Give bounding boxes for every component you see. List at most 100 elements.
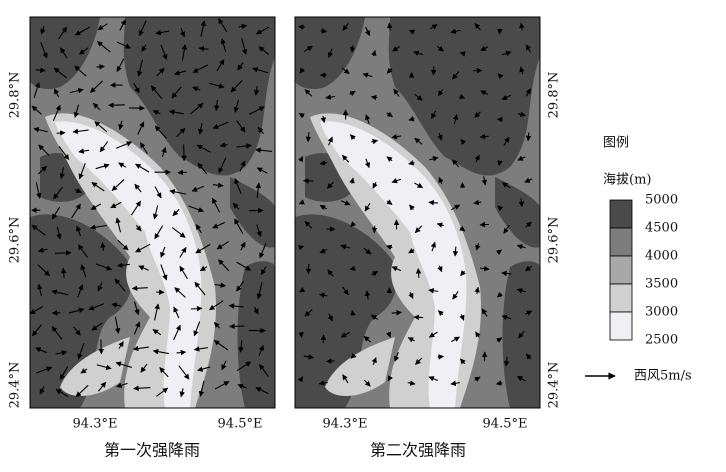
- wind-arrow: [115, 141, 133, 149]
- wind-arrow: [386, 67, 393, 74]
- wind-arrow: [480, 90, 489, 96]
- wind-arrow: [220, 38, 227, 52]
- wind-arrow: [29, 306, 43, 315]
- wind-arrow: [234, 218, 244, 234]
- wind-arrow: [72, 128, 89, 135]
- wind-arrow: [497, 205, 504, 212]
- legend-swatch: [609, 227, 633, 257]
- legend-level: 4000: [645, 249, 678, 264]
- wind-arrow: [75, 384, 89, 398]
- wind-arrow: [133, 321, 141, 335]
- wind-arrow: [450, 380, 460, 386]
- wind-arrow: [525, 310, 533, 316]
- lon-label: 94.5°E: [218, 417, 263, 432]
- wind-arrow: [256, 282, 263, 300]
- wind-arrow: [501, 182, 511, 189]
- wind-arrow: [78, 163, 86, 180]
- wind-arrow: [503, 136, 510, 146]
- wind-arrow: [327, 48, 334, 59]
- wind-arrow: [195, 224, 202, 234]
- wind-arrow: [58, 26, 68, 40]
- wind-arrow: [525, 44, 532, 53]
- wind-arrow: [168, 109, 185, 115]
- wind-arrow: [138, 265, 149, 271]
- wind-arrow: [481, 308, 488, 317]
- wind-arrow: [475, 243, 481, 251]
- legend-swatch: [609, 311, 633, 341]
- wind-arrow: [35, 347, 47, 354]
- wind-arrow: [255, 26, 270, 35]
- wind-arrow: [77, 284, 84, 298]
- lon-label: 94.3°E: [323, 417, 368, 432]
- wind-arrow: [305, 263, 312, 275]
- wind-arrow: [51, 325, 63, 340]
- wind-arrow: [340, 331, 350, 338]
- wind-arrow: [134, 183, 142, 193]
- wind-arrow: [459, 51, 466, 57]
- wind-arrow: [437, 89, 444, 97]
- wind-arrow: [518, 198, 525, 208]
- wind-arrow: [428, 376, 439, 382]
- wind-arrow: [51, 289, 69, 296]
- wind-arrow: [197, 162, 208, 175]
- wind-arrow: [320, 115, 326, 124]
- wind-arrow: [437, 265, 443, 273]
- wind-arrow: [140, 363, 148, 373]
- lon-label: 94.5°E: [483, 417, 528, 432]
- wind-arrow: [90, 80, 103, 93]
- wind-arrow: [525, 353, 532, 360]
- wind-arrow: [174, 287, 186, 298]
- wind-arrow: [326, 181, 334, 189]
- wind-arrow: [213, 321, 220, 329]
- wind-arrow: [342, 286, 349, 296]
- wind-arrow: [218, 18, 228, 33]
- wind-arrow: [78, 148, 90, 154]
- wind-arrow: [364, 158, 371, 169]
- wind-arrow: [59, 366, 69, 380]
- wind-arrow: [431, 110, 437, 120]
- wind-arrow: [115, 217, 122, 233]
- wind-arrow: [256, 167, 268, 174]
- wind-arrow: [214, 282, 227, 289]
- wind-arrow: [150, 85, 163, 99]
- wind-arrow: [252, 67, 269, 74]
- wind-arrow: [118, 341, 124, 349]
- wind-arrow: [216, 241, 229, 250]
- wind-arrow: [91, 182, 105, 192]
- wind-arrow: [298, 244, 305, 251]
- wind-arrow: [474, 111, 481, 118]
- wind-arrow: [371, 314, 378, 321]
- wind-arrow: [51, 206, 61, 220]
- wind-arrow: [409, 204, 415, 211]
- wind-arrow: [349, 265, 356, 271]
- wind-arrow: [414, 137, 423, 145]
- wind-arrow: [299, 287, 306, 293]
- wind-arrow: [174, 70, 187, 76]
- wind-arrow: [116, 262, 130, 268]
- wind-arrow: [130, 200, 142, 216]
- wind-arrow: [327, 313, 333, 322]
- wind-arrow: [391, 178, 402, 184]
- wind-arrow: [33, 82, 41, 98]
- wind-arrow: [31, 105, 42, 115]
- legend-swatch: [609, 255, 633, 285]
- wind-arrow: [176, 349, 187, 356]
- wind-arrow: [71, 203, 81, 219]
- wind-arrow: [259, 364, 269, 377]
- wind-arrow: [479, 133, 489, 140]
- wind-arrow: [319, 204, 328, 211]
- wind-arrow: [365, 26, 371, 37]
- wind-arrow: [240, 241, 246, 251]
- wind-arrow: [37, 165, 48, 175]
- wind-arrow: [318, 380, 328, 386]
- lon-label: 94.3°E: [73, 417, 118, 432]
- wind-arrow: [135, 224, 142, 232]
- wind-arrow: [181, 44, 188, 61]
- wind-arrow: [179, 246, 187, 258]
- wind-arrow: [364, 290, 371, 300]
- wind-arrow: [156, 67, 165, 77]
- wind-arrow: [190, 102, 204, 115]
- wind-arrow: [237, 62, 244, 71]
- wind-arrow: [173, 324, 181, 341]
- wind-arrow: [452, 246, 459, 257]
